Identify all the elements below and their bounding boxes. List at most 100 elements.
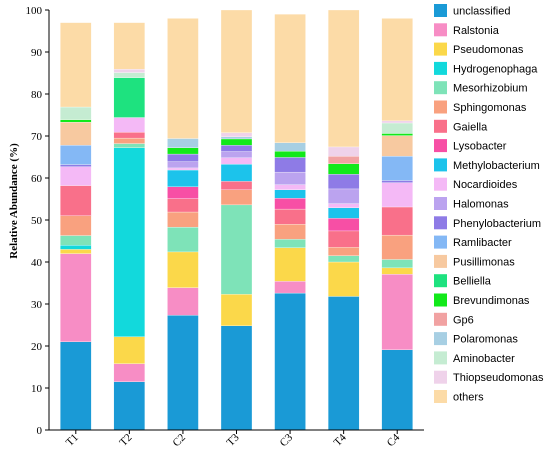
legend-label: unclassified <box>453 6 510 18</box>
bar-segment-phenylobacterium <box>167 153 199 162</box>
bar-segment-hydrogenophaga <box>60 245 92 250</box>
bar-segment-polaromonas <box>220 136 253 140</box>
legend-swatch <box>434 390 447 403</box>
bar-segment-lysobacter <box>274 198 306 210</box>
legend-label: Brevundimonas <box>453 295 530 307</box>
y-tick-label: 90 <box>31 47 43 59</box>
legend-item-pusillimonas: Pusillimonas <box>434 254 515 268</box>
legend-label: Mesorhizobium <box>453 83 528 95</box>
bar-stack-t1 <box>60 22 92 431</box>
bar-segment-others <box>113 22 146 70</box>
legend: unclassified Ralstonia Pseudomonas Hydrogen… <box>434 4 544 404</box>
bar-segment-polaromonas <box>274 142 306 152</box>
legend-label: Phenylobacterium <box>453 218 541 230</box>
bar-segment-lysobacter <box>327 218 360 232</box>
bar-segment-pusillimonas <box>60 121 92 146</box>
bar-segment-halomonas <box>327 188 360 204</box>
legend-swatch <box>434 197 447 210</box>
legend-item-aminobacter: Aminobacter <box>434 351 515 365</box>
legend-swatch <box>434 351 447 365</box>
bar-stack-c2 <box>167 18 199 431</box>
bar-segment-brevundimonas <box>327 163 360 175</box>
legend-swatch <box>434 42 447 56</box>
legend-label: Pseudomonas <box>453 44 524 56</box>
bar-segment-sphingomonas <box>274 224 306 240</box>
legend-swatch <box>434 158 447 172</box>
bar-segment-aminobacter <box>60 106 92 120</box>
bar-segment-aminobacter <box>381 122 413 134</box>
bar-segment-nocardioides <box>274 184 306 190</box>
legend-label: Methylobacterium <box>453 160 540 172</box>
legend-label: Thiopseudomonas <box>453 372 544 384</box>
legend-swatch <box>434 4 447 17</box>
bar-segment-brevundimonas <box>381 133 413 136</box>
bar-segment-phenylobacterium <box>381 180 413 183</box>
bar-segment-nocardioides <box>220 157 253 165</box>
legend-swatch <box>434 139 447 153</box>
bar-segment-mesorhizobium <box>274 239 306 248</box>
legend-item-methylobacterium: Methylobacterium <box>434 158 540 172</box>
bar-segment-unclassified <box>381 349 413 431</box>
x-tick-label: C2 <box>170 432 188 450</box>
bar-segment-others <box>381 18 413 122</box>
bar-segment-phenylobacterium <box>274 157 306 173</box>
bars <box>60 9 413 431</box>
legend-label: Ramlibacter <box>453 237 512 249</box>
bar-segment-lysobacter <box>167 186 199 199</box>
bar-segment-gaiella <box>167 198 199 213</box>
bar-segment-mesorhizobium <box>381 259 413 269</box>
legend-swatch <box>434 370 447 384</box>
y-tick-label: 100 <box>26 5 43 17</box>
y-tick-label: 0 <box>37 425 43 437</box>
x-tick-label: C3 <box>278 431 296 449</box>
y-tick-label: 30 <box>31 299 43 311</box>
bar-segment-hydrogenophaga <box>113 147 146 337</box>
x-tick-label: T3 <box>224 431 241 448</box>
legend-label: others <box>453 392 484 404</box>
legend-label: Hydrogenophaga <box>453 63 538 75</box>
bar-segment-thiopseudomonas <box>381 120 413 124</box>
bar-stack-t4 <box>327 9 360 431</box>
bar-segment-polaromonas <box>167 138 199 148</box>
bar-segment-mesorhizobium <box>167 226 199 253</box>
bar-segment-thiopseudomonas <box>113 69 146 73</box>
bar-segment-nocardioides <box>60 166 92 186</box>
y-tick-label: 50 <box>31 215 43 227</box>
bar-segment-ralstonia <box>381 274 413 350</box>
legend-item-halomonas: Halomonas <box>434 197 509 211</box>
y-tick-label: 10 <box>31 383 43 395</box>
bar-segment-pseudomonas <box>381 267 413 275</box>
bar-segment-others <box>60 22 92 108</box>
bar-segment-gaiella <box>327 230 360 248</box>
bar-segment-others <box>274 14 306 143</box>
bar-segment-brevundimonas <box>167 147 199 155</box>
bar-segment-pusillimonas <box>381 135 413 157</box>
bar-segment-mesorhizobium <box>327 255 360 263</box>
bar-segment-pseudomonas <box>167 251 199 288</box>
bar-segment-sphingomonas <box>220 189 253 206</box>
legend-label: Sphingomonas <box>453 102 527 114</box>
bar-stack-t3 <box>220 9 253 431</box>
x-axis: T1 T2 C2 T3 C3 T4 C4 <box>49 429 424 450</box>
legend-swatch <box>434 312 447 326</box>
legend-label: Halomonas <box>453 199 509 211</box>
legend-label: Nocardioides <box>453 179 518 191</box>
legend-item-gp6: Gp6 <box>434 312 474 326</box>
y-tick-label: 20 <box>31 341 43 353</box>
bar-segment-unclassified <box>60 341 92 431</box>
legend-swatch <box>434 100 447 114</box>
bar-segment-nocardioides <box>167 167 199 171</box>
bar-segment-others <box>220 9 253 133</box>
legend-label: Aminobacter <box>453 353 515 365</box>
legend-swatch <box>434 61 447 75</box>
bar-segment-brevundimonas <box>274 150 306 158</box>
bar-segment-unclassified <box>167 315 199 431</box>
bar-segment-phenylobacterium <box>220 145 253 152</box>
bar-segment-pseudomonas <box>220 294 253 326</box>
bar-stack-t2 <box>113 22 146 431</box>
bar-stack-c3 <box>274 14 306 431</box>
legend-label: Pusillimonas <box>453 256 515 268</box>
legend-swatch <box>434 119 447 133</box>
bar-segment-sphingomonas <box>113 137 146 144</box>
bar-segment-ralstonia <box>167 287 199 316</box>
